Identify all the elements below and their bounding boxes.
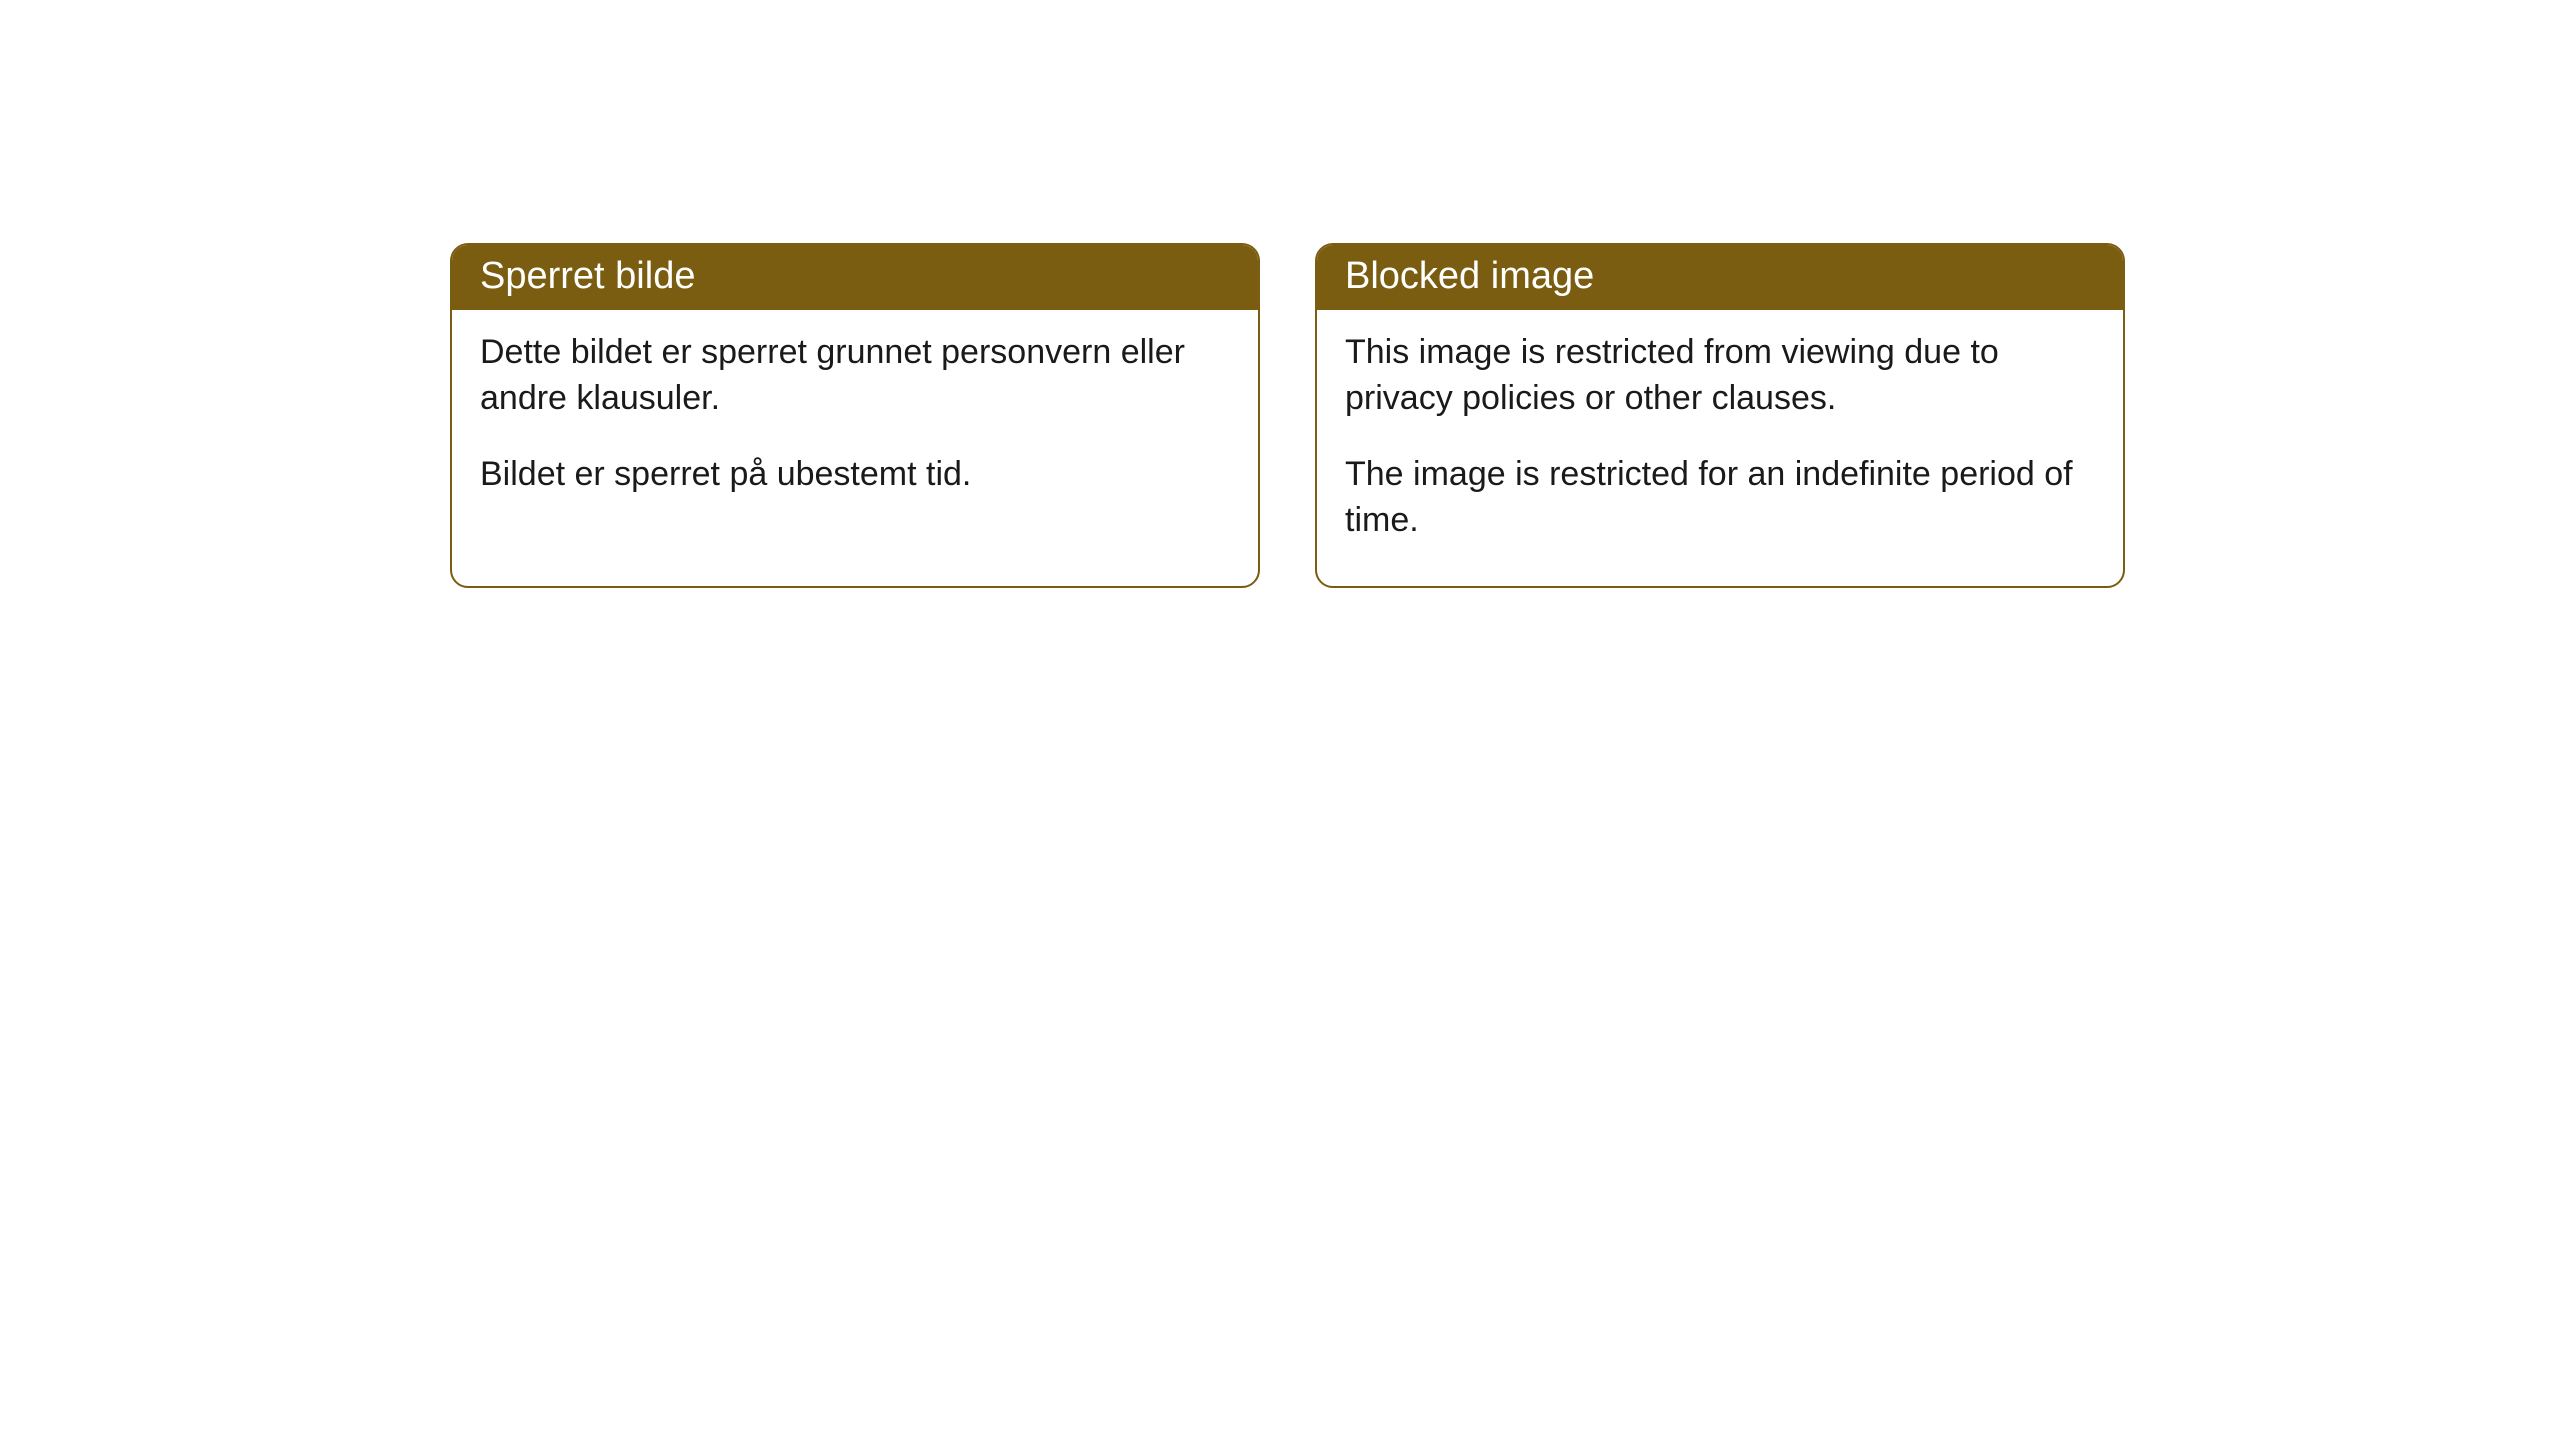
notice-cards-container: Sperret bilde Dette bildet er sperret gr…	[450, 243, 2125, 588]
card-paragraph-1: Dette bildet er sperret grunnet personve…	[480, 330, 1230, 422]
card-paragraph-2: The image is restricted for an indefinit…	[1345, 452, 2095, 544]
blocked-image-card-english: Blocked image This image is restricted f…	[1315, 243, 2125, 588]
card-body: Dette bildet er sperret grunnet personve…	[452, 310, 1258, 540]
card-body: This image is restricted from viewing du…	[1317, 310, 2123, 586]
card-title: Blocked image	[1345, 255, 1594, 297]
blocked-image-card-norwegian: Sperret bilde Dette bildet er sperret gr…	[450, 243, 1260, 588]
card-header: Sperret bilde	[452, 245, 1258, 310]
card-paragraph-2: Bildet er sperret på ubestemt tid.	[480, 452, 1230, 498]
card-title: Sperret bilde	[480, 255, 695, 297]
card-header: Blocked image	[1317, 245, 2123, 310]
card-paragraph-1: This image is restricted from viewing du…	[1345, 330, 2095, 422]
